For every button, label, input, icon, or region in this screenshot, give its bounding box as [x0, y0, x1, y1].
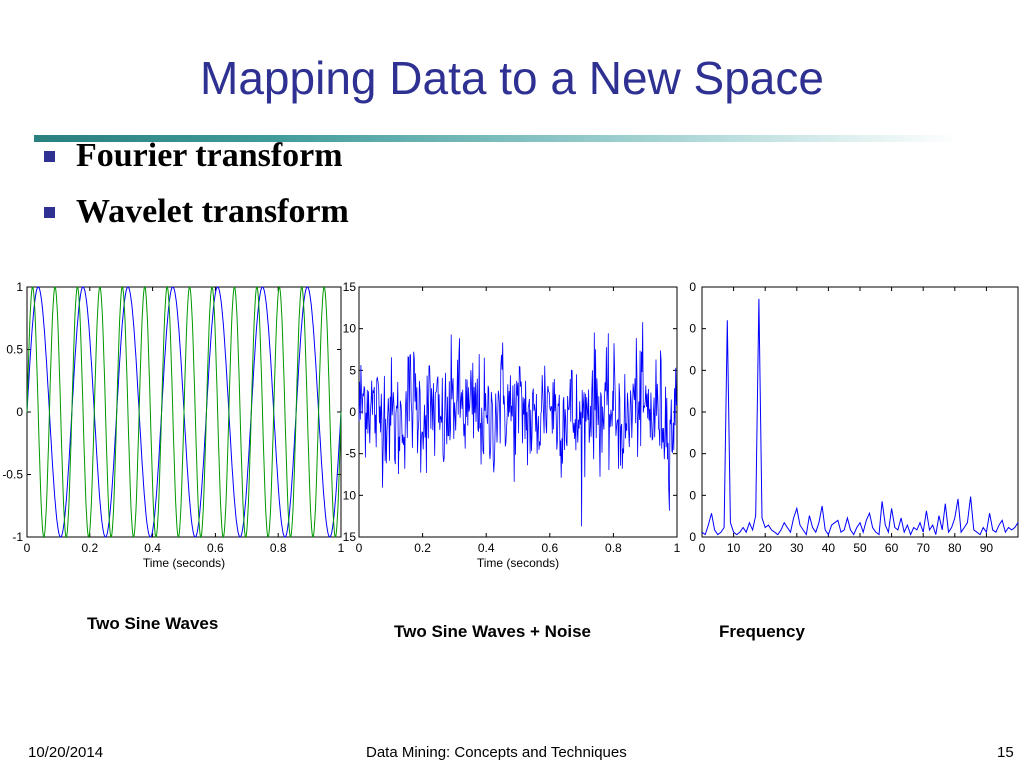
y-tick-label: -1 — [12, 530, 23, 544]
y-tick-label: 0.5 — [6, 343, 23, 357]
y-tick-label: -0.5 — [2, 468, 23, 482]
y-tick-label: 0 — [16, 405, 23, 419]
x-tick-label: 0.8 — [605, 541, 622, 555]
caption-two-sine-waves: Two Sine Waves — [87, 614, 219, 633]
x-tick-label: 0 — [356, 541, 363, 555]
y-tick-label: 0 — [689, 363, 696, 377]
x-tick-label: 0.6 — [207, 541, 224, 555]
x-axis-label: Time (seconds) — [143, 556, 225, 570]
x-tick-label: 0.2 — [414, 541, 431, 555]
caption-frequency: Frequency — [719, 622, 805, 641]
x-tick-label: 0.4 — [144, 541, 161, 555]
x-tick-label: 0.6 — [541, 541, 558, 555]
y-tick-label: 15 — [343, 280, 357, 294]
y-tick-label: 0 — [689, 405, 696, 419]
sine-series-line — [26, 285, 342, 539]
title-divider — [34, 135, 960, 142]
x-tick-label: 1 — [338, 541, 345, 555]
x-tick-label: 50 — [853, 541, 867, 555]
footer-date: 10/20/2014 — [28, 744, 104, 761]
y-tick-label: 0 — [689, 530, 696, 544]
square-bullet-icon — [44, 151, 55, 162]
square-bullet-icon — [44, 207, 55, 218]
y-tick-label: 10 — [343, 322, 357, 336]
bullet-text: Wavelet transform — [76, 193, 349, 230]
x-tick-label: 90 — [980, 541, 994, 555]
y-tick-label: 15 — [343, 530, 357, 544]
x-tick-label: 20 — [759, 541, 773, 555]
x-tick-label: 1 — [674, 541, 681, 555]
y-tick-label: 1 — [16, 280, 23, 294]
noisy-signal-line — [358, 322, 678, 527]
bullet-text: Fourier transform — [76, 137, 343, 174]
y-tick-label: 10 — [343, 488, 357, 502]
x-tick-label: 0.2 — [81, 541, 98, 555]
x-tick-label: 0.8 — [270, 541, 287, 555]
x-tick-label: 70 — [917, 541, 931, 555]
x-tick-label: 80 — [948, 541, 962, 555]
x-tick-label: 40 — [822, 541, 836, 555]
y-tick-label: 0 — [689, 322, 696, 336]
x-tick-label: 10 — [727, 541, 741, 555]
x-tick-label: 0 — [699, 541, 706, 555]
y-tick-label: 5 — [349, 363, 356, 377]
spectrum-line — [701, 298, 1019, 536]
y-tick-label: 0 — [689, 488, 696, 502]
x-tick-label: 30 — [790, 541, 804, 555]
footer-page-number: 15 — [997, 744, 1014, 761]
slide-title: Mapping Data to a New Space — [200, 52, 824, 104]
y-tick-label: 0 — [349, 405, 356, 419]
footer-course: Data Mining: Concepts and Techniques — [366, 744, 627, 761]
y-tick-label: 0 — [689, 280, 696, 294]
caption-two-sine-waves-noise: Two Sine Waves + Noise — [394, 622, 591, 641]
y-tick-label: 0 — [689, 447, 696, 461]
x-tick-label: 60 — [885, 541, 899, 555]
x-axis-label: Time (seconds) — [477, 556, 559, 570]
x-tick-label: 0.4 — [478, 541, 495, 555]
y-tick-label: -5 — [345, 447, 356, 461]
x-tick-label: 0 — [24, 541, 31, 555]
